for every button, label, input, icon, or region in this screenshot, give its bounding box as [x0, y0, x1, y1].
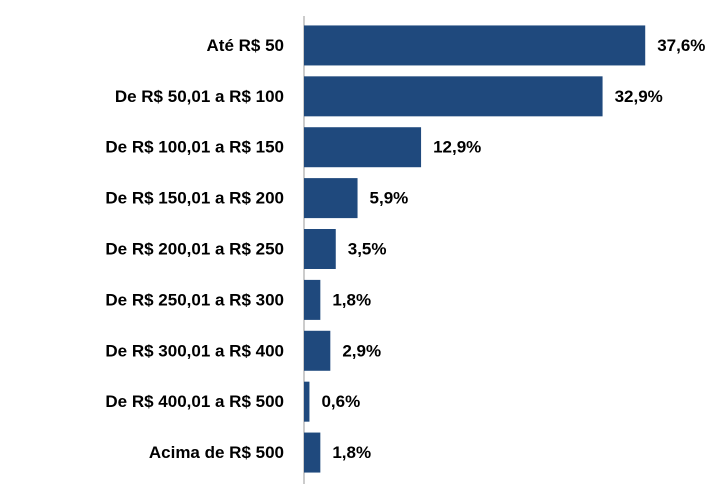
y-tick-label: De R$ 100,01 a R$ 150 [105, 138, 284, 157]
bar [304, 229, 336, 269]
y-tick-label: De R$ 250,01 a R$ 300 [105, 290, 284, 309]
bar [304, 25, 646, 66]
value-label: 1,8% [332, 290, 371, 309]
value-label: 1,8% [332, 443, 371, 462]
y-tick-label: De R$ 300,01 a R$ 400 [105, 341, 284, 360]
bar [304, 279, 321, 320]
y-tick-label: Até R$ 50 [207, 36, 284, 55]
bar [304, 127, 422, 168]
y-tick-label: Acima de R$ 500 [149, 443, 284, 462]
value-label: 2,9% [342, 341, 381, 360]
bar [304, 381, 310, 422]
bar [304, 178, 358, 219]
y-tick-label: De R$ 150,01 a R$ 200 [105, 189, 284, 208]
y-tick-label: De R$ 400,01 a R$ 500 [105, 392, 284, 411]
bar [304, 76, 603, 117]
bar [304, 330, 331, 371]
bar [304, 432, 321, 473]
y-tick-label: De R$ 200,01 a R$ 250 [105, 239, 284, 258]
value-label: 0,6% [321, 392, 360, 411]
value-label: 37,6% [657, 36, 705, 55]
value-label: 12,9% [433, 138, 481, 157]
y-tick-label: De R$ 50,01 a R$ 100 [115, 87, 284, 106]
value-label: 5,9% [370, 189, 409, 208]
value-label: 3,5% [348, 239, 387, 258]
value-label: 32,9% [615, 87, 663, 106]
